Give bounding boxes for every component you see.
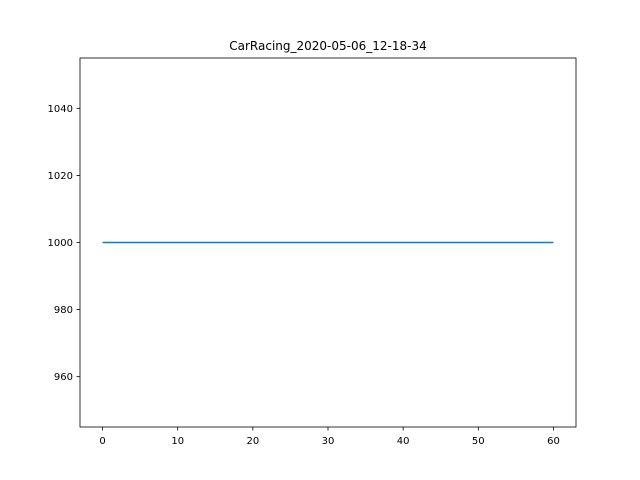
- chart-title: CarRacing_2020-05-06_12-18-34: [229, 39, 426, 53]
- x-tick-label: 0: [99, 436, 105, 447]
- x-tick-label: 50: [472, 436, 485, 447]
- y-tick-label: 1000: [48, 238, 73, 249]
- x-tick-label: 40: [397, 436, 410, 447]
- x-tick-label: 10: [171, 436, 184, 447]
- y-axis: 960 980 1000 1020 1040: [48, 104, 80, 383]
- y-tick-label: 1040: [48, 104, 73, 115]
- x-tick-label: 60: [547, 436, 560, 447]
- y-tick-label: 960: [54, 372, 73, 383]
- plot-frame: [79, 57, 577, 428]
- x-axis: 0 10 20 30 40 50 60: [99, 427, 560, 447]
- y-tick-label: 1020: [48, 171, 73, 182]
- y-tick-label: 980: [54, 305, 73, 316]
- x-tick-label: 20: [246, 436, 259, 447]
- x-tick-label: 30: [322, 436, 335, 447]
